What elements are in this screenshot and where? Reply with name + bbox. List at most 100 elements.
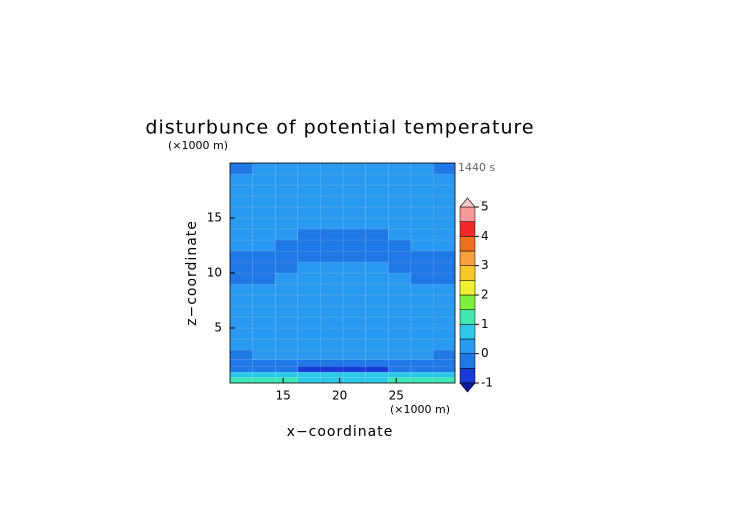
- cell: [410, 316, 434, 329]
- cell: [387, 272, 412, 285]
- cell: [342, 239, 366, 252]
- cell: [365, 162, 389, 175]
- cell: [342, 349, 366, 360]
- cell: [297, 261, 321, 274]
- cell: [387, 366, 412, 373]
- cell: [387, 316, 412, 329]
- cell: [433, 261, 456, 274]
- cell: [365, 239, 389, 252]
- cell: [274, 377, 299, 384]
- cell: [320, 261, 344, 274]
- cell: [342, 283, 366, 296]
- cell: [433, 195, 456, 208]
- cell: [342, 359, 366, 367]
- chart-title: disturbunce of potential temperature: [145, 117, 534, 139]
- cell: [342, 272, 366, 285]
- y-unit: (×1000 m): [168, 139, 228, 152]
- cell: [342, 195, 366, 208]
- cell: [297, 366, 321, 373]
- cell: [252, 371, 276, 378]
- cell: [229, 294, 253, 307]
- cell: [274, 359, 299, 367]
- cell: [387, 206, 412, 219]
- cell: [410, 359, 434, 367]
- cell: [365, 217, 389, 230]
- cell: [365, 371, 389, 378]
- cell: [387, 294, 412, 307]
- cell: [342, 173, 366, 186]
- cell: [274, 195, 299, 208]
- cell: [387, 371, 412, 378]
- cell: [433, 184, 456, 197]
- cell: [274, 206, 299, 219]
- cell: [433, 359, 456, 367]
- cell: [342, 327, 366, 340]
- cell: [274, 239, 299, 252]
- cell: [229, 327, 253, 340]
- cell: [387, 261, 412, 274]
- cell: [274, 366, 299, 373]
- cell: [410, 228, 434, 241]
- cell: [387, 327, 412, 340]
- cell: [433, 173, 456, 186]
- cell: [387, 239, 412, 252]
- cell: [433, 272, 456, 285]
- cell: [342, 294, 366, 307]
- cell: [320, 294, 344, 307]
- cell: [297, 305, 321, 318]
- cell: [387, 377, 412, 384]
- cell: [433, 283, 456, 296]
- cell: [229, 366, 253, 373]
- cell: [433, 377, 456, 384]
- cell: [387, 162, 412, 175]
- cell: [320, 371, 344, 378]
- cell: [229, 261, 253, 274]
- cell: [387, 349, 412, 360]
- cell: [433, 239, 456, 252]
- cell: [252, 338, 276, 351]
- cell: [320, 359, 344, 367]
- cell: [252, 316, 276, 329]
- cell: [342, 228, 366, 241]
- cell: [297, 173, 321, 186]
- cell: [297, 377, 321, 384]
- cell: [320, 366, 344, 373]
- cell: [365, 228, 389, 241]
- colorbar-tick-label: 2: [481, 288, 489, 302]
- colorbar-band: [459, 221, 476, 237]
- cell: [252, 359, 276, 367]
- cell: [297, 272, 321, 285]
- cell: [274, 294, 299, 307]
- cell: [274, 162, 299, 175]
- cell: [229, 316, 253, 329]
- cell: [297, 195, 321, 208]
- cell: [433, 162, 456, 175]
- cell: [229, 184, 253, 197]
- cell: [252, 377, 276, 384]
- cell: [320, 239, 344, 252]
- cell: [274, 272, 299, 285]
- cell: [274, 283, 299, 296]
- cell: [252, 283, 276, 296]
- cell: [342, 206, 366, 219]
- colorbar-tick-label: -1: [481, 376, 493, 390]
- colorbar-tick-label: 3: [481, 258, 489, 272]
- cell: [433, 305, 456, 318]
- x-unit: (×1000 m): [390, 403, 450, 416]
- cell: [229, 359, 253, 367]
- cell: [274, 327, 299, 340]
- cell: [229, 217, 253, 230]
- cell: [433, 327, 456, 340]
- cell: [365, 195, 389, 208]
- cell: [252, 349, 276, 360]
- cell: [297, 250, 321, 263]
- cell: [433, 206, 456, 219]
- cell: [342, 162, 366, 175]
- cell: [274, 316, 299, 329]
- cell: [433, 366, 456, 373]
- cell: [252, 162, 276, 175]
- cell: [433, 250, 456, 263]
- cell: [365, 206, 389, 219]
- cell: [342, 366, 366, 373]
- cell: [297, 371, 321, 378]
